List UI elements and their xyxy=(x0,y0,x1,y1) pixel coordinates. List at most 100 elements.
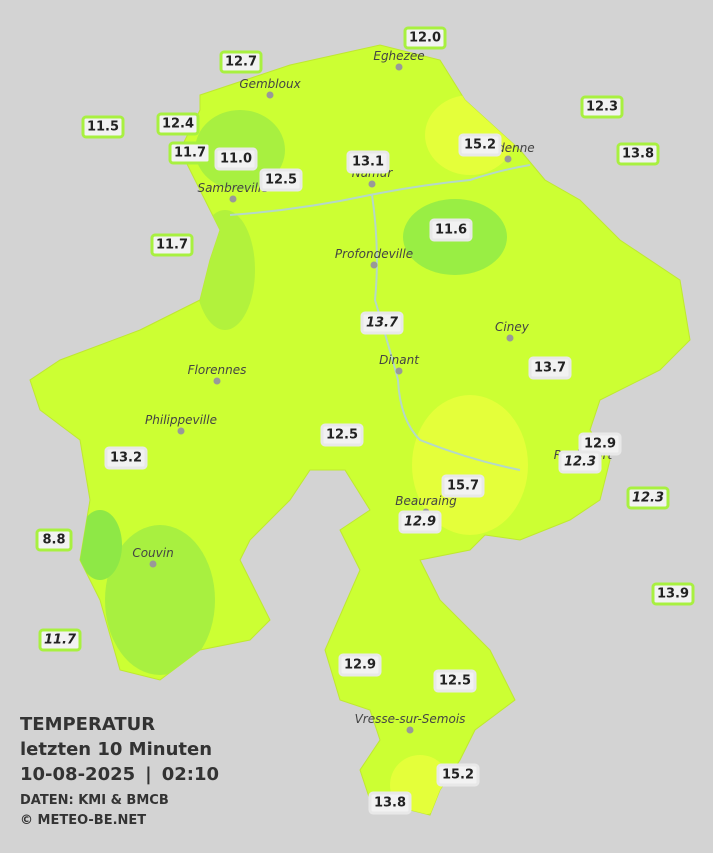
station-value: 11.0 xyxy=(220,152,252,167)
city-label: Profondeville xyxy=(335,247,413,261)
station: 12.9 xyxy=(578,432,622,456)
city-dot xyxy=(177,427,185,435)
station: 12.3 xyxy=(626,486,670,510)
station-box xyxy=(81,115,125,139)
city-label: Vresse-sur-Semois xyxy=(355,712,466,726)
station-value: 13.7 xyxy=(366,316,399,331)
station: 11.7 xyxy=(168,141,212,165)
station-value: 12.4 xyxy=(162,117,194,132)
station-box xyxy=(429,218,473,242)
legend-copyright: © METEO-BE.NET xyxy=(20,813,146,828)
city-dot xyxy=(213,377,221,385)
city-dot xyxy=(504,155,512,163)
city-dot xyxy=(368,180,376,188)
city-dot xyxy=(406,726,414,734)
station: 12.9 xyxy=(338,653,382,677)
station-value: 15.2 xyxy=(464,138,496,153)
station-value: 13.9 xyxy=(657,587,689,602)
city-dot xyxy=(395,63,403,71)
station: 13.8 xyxy=(368,791,412,815)
station: 12.5 xyxy=(433,669,477,693)
city-dot xyxy=(370,261,378,269)
station: 12.0 xyxy=(403,26,447,50)
station-box xyxy=(259,168,303,192)
station-box xyxy=(156,112,200,136)
station-box xyxy=(626,486,670,510)
city-label: Gembloux xyxy=(239,77,301,91)
station-value: 13.7 xyxy=(534,361,566,376)
station-box xyxy=(168,141,212,165)
station-value: 12.9 xyxy=(344,658,376,673)
station-box xyxy=(458,133,502,157)
city-dot xyxy=(229,195,237,203)
station-value: 12.5 xyxy=(326,428,358,443)
legend-subtitle: letzten 10 Minuten xyxy=(20,739,212,760)
station-box xyxy=(528,356,572,380)
station: 13.7 xyxy=(528,356,572,380)
station: 15.2 xyxy=(436,763,480,787)
station: 13.9 xyxy=(651,582,695,606)
station: 13.7 xyxy=(360,311,404,335)
station-box xyxy=(35,528,73,552)
station-value: 12.0 xyxy=(409,31,441,46)
station-value: 15.2 xyxy=(442,768,474,783)
station-value: 11.5 xyxy=(87,120,119,135)
city-label: Eghezee xyxy=(373,49,424,63)
station: 13.2 xyxy=(104,446,148,470)
station-value: 12.7 xyxy=(225,55,257,70)
station: 13.8 xyxy=(616,142,660,166)
station: 12.3 xyxy=(558,450,602,474)
station-value: 12.9 xyxy=(584,437,616,452)
station-box xyxy=(558,450,602,474)
station-value: 11.7 xyxy=(156,238,188,253)
station: 12.5 xyxy=(320,423,364,447)
station-box xyxy=(150,233,194,257)
city-label: Philippeville xyxy=(145,413,217,427)
city-dot xyxy=(149,560,157,568)
station-value: 11.7 xyxy=(174,146,206,161)
station-box xyxy=(338,653,382,677)
station-box xyxy=(368,791,412,815)
city-label: Dinant xyxy=(379,353,420,367)
station: 12.7 xyxy=(219,50,263,74)
station-value: 8.8 xyxy=(42,533,65,548)
station-value: 15.7 xyxy=(447,479,479,494)
station-value: 12.3 xyxy=(564,455,596,470)
station-box xyxy=(38,628,82,652)
city-label: Ciney xyxy=(495,320,530,334)
station-box xyxy=(360,311,404,335)
station-box xyxy=(398,510,442,534)
station-value: 11.6 xyxy=(435,223,467,238)
station: 12.5 xyxy=(259,168,303,192)
city-dot xyxy=(506,334,514,342)
legend-date: 10-08-2025 | 02:10 xyxy=(20,764,219,785)
station-value: 13.8 xyxy=(622,147,654,162)
station: 13.1 xyxy=(346,150,390,174)
separator: | xyxy=(145,764,152,785)
station: 12.3 xyxy=(580,95,624,119)
station: 11.6 xyxy=(429,218,473,242)
station-value: 12.5 xyxy=(439,674,471,689)
station-box xyxy=(433,669,477,693)
station-value: 12.9 xyxy=(404,515,436,530)
station-box xyxy=(651,582,695,606)
station-box xyxy=(104,446,148,470)
station: 15.2 xyxy=(458,133,502,157)
station: 11.0 xyxy=(214,147,258,171)
station: 11.5 xyxy=(81,115,125,139)
station-box xyxy=(441,474,485,498)
station-box xyxy=(219,50,263,74)
station-value: 13.2 xyxy=(110,451,142,466)
city-label: Florennes xyxy=(188,363,247,377)
station: 15.7 xyxy=(441,474,485,498)
city-label: Beauraing xyxy=(395,494,457,508)
city-dot xyxy=(395,367,403,375)
station-value: 12.3 xyxy=(586,100,618,115)
station-value: 12.3 xyxy=(632,491,664,506)
city-dot xyxy=(266,91,274,99)
labels: EghezeeGemblouxAndenneNamurSambrevillePr… xyxy=(35,26,695,815)
station: 11.7 xyxy=(38,628,82,652)
station-box xyxy=(436,763,480,787)
